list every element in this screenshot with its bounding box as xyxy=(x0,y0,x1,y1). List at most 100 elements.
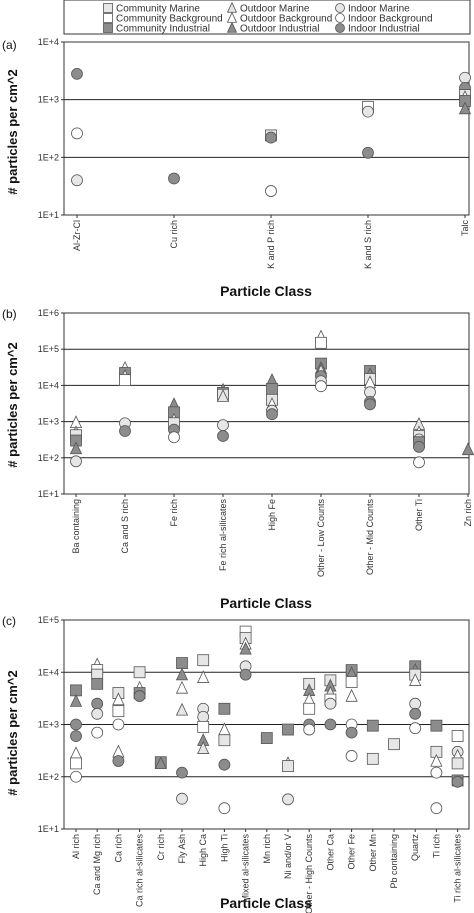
legend-label: Indoor Industrial xyxy=(348,24,420,35)
point-community-industrial xyxy=(260,732,273,744)
legend-label: Outdoor Industrial xyxy=(240,24,320,35)
category-label: Mixed al-silicates xyxy=(241,834,251,903)
category-label: K and P rich xyxy=(266,220,276,269)
point-outdoor-industrial xyxy=(461,442,474,456)
point-indoor-background xyxy=(345,750,358,762)
point-community-industrial xyxy=(218,702,231,715)
point-outdoor-industrial xyxy=(239,641,252,655)
point-indoor-industrial xyxy=(71,67,83,80)
point-indoor-industrial xyxy=(324,718,337,731)
category-label: Fe rich al-silicates xyxy=(218,499,228,572)
point-indoor-background xyxy=(70,770,82,783)
point-outdoor-background xyxy=(69,746,83,760)
point-outdoor-marine xyxy=(197,741,210,754)
category-label: Al-Zr-Cl xyxy=(72,220,82,251)
point-indoor-industrial xyxy=(362,146,374,159)
point-community-background xyxy=(70,757,82,770)
x-axis-label-a: Particle Class xyxy=(220,283,312,299)
point-indoor-marine xyxy=(197,710,210,723)
category-label: High Ca xyxy=(198,834,208,867)
point-indoor-industrial xyxy=(70,730,82,742)
y-tick-label: 1E+6 xyxy=(38,308,59,318)
point-outdoor-background xyxy=(197,670,210,683)
legend-label: Outdoor Background xyxy=(240,14,332,25)
point-community-industrial xyxy=(282,723,294,736)
legend-box xyxy=(63,0,471,35)
y-tick-label: 1E+1 xyxy=(38,210,59,220)
point-indoor-industrial xyxy=(451,775,464,788)
y-tick-label: 1E+2 xyxy=(38,453,59,463)
panel-c: (c) # particles per cm^2 Particle Class … xyxy=(2,614,470,913)
point-community-marine xyxy=(133,666,146,679)
point-community-background xyxy=(451,730,464,742)
legend-label: Community Marine xyxy=(116,4,200,15)
panel-label-c: (c) xyxy=(2,614,16,628)
point-community-industrial xyxy=(91,677,104,690)
legend-marker-community-industrial xyxy=(103,23,113,33)
point-indoor-industrial xyxy=(119,425,131,437)
category-label: Other Ti xyxy=(414,499,424,531)
point-indoor-marine xyxy=(362,105,374,118)
legend-label: Indoor Background xyxy=(348,14,433,25)
point-outdoor-marine xyxy=(216,389,230,402)
legend-label: Indoor Marine xyxy=(348,4,410,15)
y-tick-label: 1E+3 xyxy=(38,720,59,730)
category-label: Ba containing xyxy=(71,499,81,554)
point-indoor-marine xyxy=(70,455,82,468)
point-outdoor-industrial xyxy=(69,441,83,455)
point-outdoor-background xyxy=(430,753,443,767)
category-label: Fly Ash xyxy=(177,834,187,864)
point-community-industrial xyxy=(266,383,278,395)
legend-marker-indoor-marine xyxy=(335,3,345,13)
point-indoor-marine xyxy=(91,707,104,720)
legend-marker-community-background xyxy=(103,13,113,23)
category-label: Cu rich xyxy=(169,220,179,249)
point-community-industrial xyxy=(366,719,379,732)
point-indoor-background xyxy=(218,802,231,815)
point-community-background xyxy=(345,676,358,688)
y-tick-label: 1E+4 xyxy=(38,37,59,47)
point-indoor-industrial xyxy=(168,172,180,185)
category-label: Ca rich xyxy=(113,834,123,863)
category-label: Zn rich xyxy=(463,499,473,527)
point-community-industrial xyxy=(176,657,188,669)
point-indoor-industrial xyxy=(112,755,125,767)
category-label: Other - High Counts xyxy=(304,834,314,913)
point-indoor-industrial xyxy=(409,707,422,720)
plot-frame xyxy=(63,41,470,216)
category-label: Mn rich xyxy=(262,834,272,864)
category-label: Ti rich al-silicates xyxy=(453,834,463,903)
category-label: Quartz xyxy=(410,834,420,862)
category-label: K and S rich xyxy=(363,220,373,269)
category-label: High Ti xyxy=(219,834,229,862)
panel-label-a: (a) xyxy=(2,38,17,52)
point-community-marine xyxy=(366,752,379,765)
legend-label: Community Industrial xyxy=(116,24,210,35)
point-indoor-background xyxy=(315,380,327,393)
point-indoor-background xyxy=(413,456,425,469)
point-indoor-background xyxy=(430,766,443,779)
point-community-marine xyxy=(197,654,210,667)
y-tick-label: 1E+1 xyxy=(38,824,59,834)
category-label: Ti rich xyxy=(431,834,441,858)
point-outdoor-background xyxy=(345,688,358,702)
y-tick-label: 1E+1 xyxy=(38,489,59,499)
point-indoor-industrial xyxy=(133,690,146,702)
y-tick-label: 1E+2 xyxy=(38,772,59,782)
point-indoor-marine xyxy=(409,697,422,710)
point-indoor-industrial xyxy=(239,668,252,681)
y-tick-label: 1E+2 xyxy=(38,152,59,162)
point-indoor-industrial xyxy=(413,441,425,453)
point-indoor-background xyxy=(409,722,422,735)
point-outdoor-marine xyxy=(175,702,189,716)
category-label: Al rich xyxy=(71,834,81,859)
point-community-marine xyxy=(451,757,464,770)
point-outdoor-background xyxy=(175,680,189,694)
point-community-marine xyxy=(388,738,400,751)
y-tick-label: 1E+5 xyxy=(38,615,59,625)
point-outdoor-industrial xyxy=(69,693,83,707)
point-community-background xyxy=(112,705,125,718)
y-axis-label-b: # particles per cm^2 xyxy=(5,342,20,467)
category-label: Other - Low Counts xyxy=(316,499,326,578)
